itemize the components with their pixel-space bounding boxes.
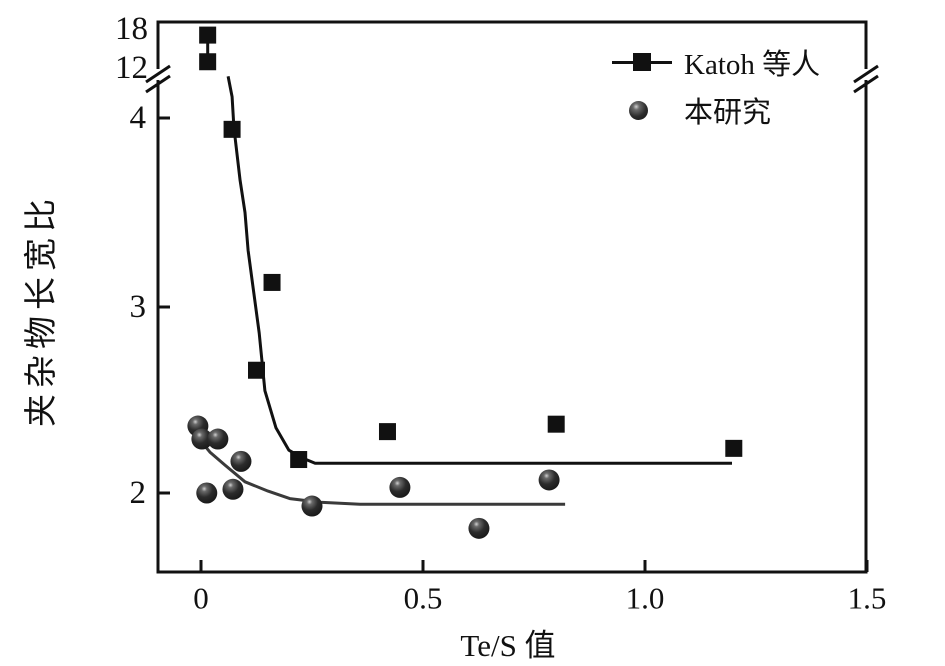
katoh-point [725, 439, 743, 457]
study-point [230, 450, 252, 472]
study-point [191, 428, 213, 450]
katoh-point [547, 415, 565, 433]
study-point [468, 517, 490, 539]
legend-item-katoh: Katoh 等人 [598, 38, 820, 86]
katoh-point [263, 273, 281, 291]
katoh-fit-curve [226, 76, 732, 465]
x-tick-label: 1.0 [626, 580, 665, 615]
study-fit-curve [194, 434, 566, 506]
y-tick-label: 2 [130, 475, 147, 511]
legend-item-study: 本研究 [598, 86, 820, 134]
legend-label-study: 本研究 [684, 97, 772, 129]
study-point [389, 476, 411, 498]
study-point [207, 428, 229, 450]
x-tick-label: 0 [193, 580, 209, 615]
y-tick-label: 3 [130, 289, 147, 325]
x-tick-label: 0.5 [404, 580, 443, 615]
axis-break-left [145, 74, 171, 94]
katoh-point [378, 423, 396, 441]
sphere-marker-icon [598, 98, 678, 122]
katoh-point [199, 26, 217, 44]
axis-break-right [853, 74, 879, 94]
axis-break-left [145, 64, 171, 84]
x-tick-label: 1.5 [848, 580, 887, 615]
x-axis-title: Te/S 值 [460, 628, 556, 663]
katoh-point [290, 451, 308, 469]
katoh-point [248, 361, 265, 379]
y-axis-title: 夹杂物长宽比 [24, 193, 60, 427]
axis-break-right [853, 64, 879, 84]
study-point [196, 482, 218, 504]
legend: Katoh 等人 本研究 [598, 38, 820, 134]
study-point [301, 495, 323, 517]
y-tick-label: 4 [130, 100, 147, 136]
katoh-point [199, 53, 217, 71]
y-tick-label: 18 [115, 11, 148, 47]
square-line-marker-icon [598, 50, 678, 74]
study-point [538, 469, 560, 491]
katoh-point [223, 120, 241, 138]
study-point [222, 478, 244, 500]
legend-label-katoh: Katoh 等人 [684, 49, 821, 81]
y-tick-label: 12 [115, 50, 148, 86]
